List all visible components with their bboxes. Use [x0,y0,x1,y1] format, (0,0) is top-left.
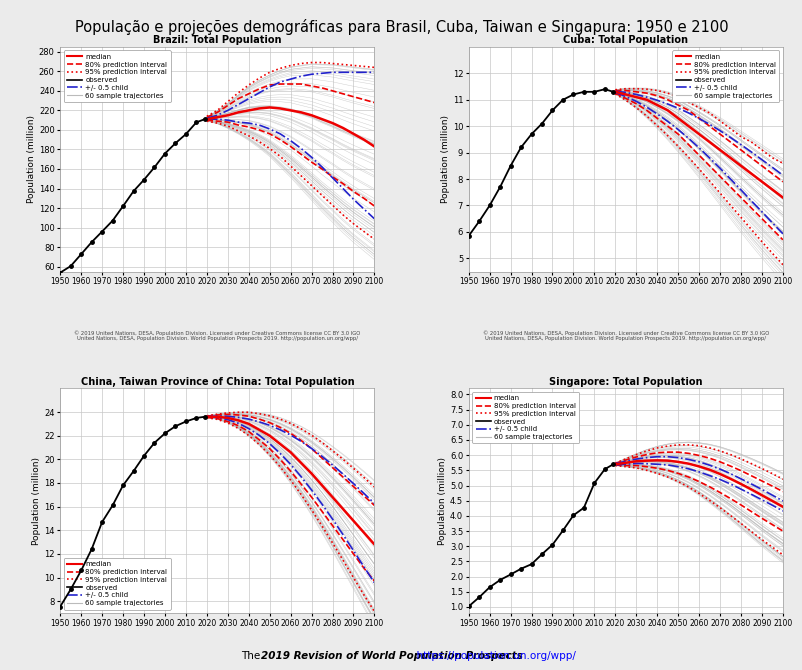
Text: © 2019 United Nations, DESA, Population Division. Licensed under Creative Common: © 2019 United Nations, DESA, Population … [482,330,768,342]
Text: © 2019 United Nations, DESA, Population Division. Licensed under Creative Common: © 2019 United Nations, DESA, Population … [74,330,360,342]
Title: Singapore: Total Population: Singapore: Total Population [549,377,702,387]
Text: https://population.un.org/wpp/: https://population.un.org/wpp/ [409,651,575,661]
Title: China, Taiwan Province of China: Total Population: China, Taiwan Province of China: Total P… [80,377,354,387]
Y-axis label: Population (million): Population (million) [32,457,41,545]
Legend: median, 80% prediction interval, 95% prediction interval, observed, +/- 0.5 chil: median, 80% prediction interval, 95% pre… [472,392,578,444]
Y-axis label: Population (million): Population (million) [440,115,449,203]
Text: População e projeções demográficas para Brasil, Cuba, Taiwan e Singapura: 1950 e: População e projeções demográficas para … [75,19,727,35]
Text: The: The [241,651,263,661]
Legend: median, 80% prediction interval, 95% prediction interval, observed, +/- 0.5 chil: median, 80% prediction interval, 95% pre… [671,50,779,102]
Legend: median, 80% prediction interval, 95% prediction interval, observed, +/- 0.5 chil: median, 80% prediction interval, 95% pre… [63,558,171,610]
Title: Cuba: Total Population: Cuba: Total Population [563,36,687,46]
Y-axis label: Population (million): Population (million) [438,457,447,545]
Title: Brazil: Total Population: Brazil: Total Population [153,36,282,46]
Y-axis label: Population (million): Population (million) [27,115,36,203]
Text: 2019 Revision of World Population Prospects: 2019 Revision of World Population Prospe… [261,651,522,661]
Legend: median, 80% prediction interval, 95% prediction interval, observed, +/- 0.5 chil: median, 80% prediction interval, 95% pre… [63,50,171,102]
